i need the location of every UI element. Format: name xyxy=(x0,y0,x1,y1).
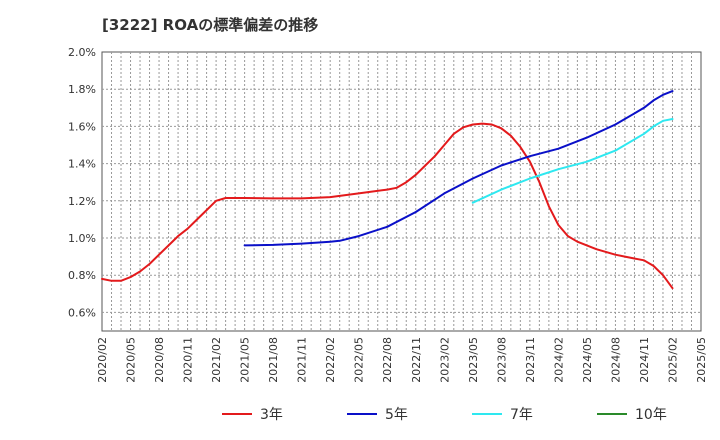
legend: 3年 5年 7年 10年 xyxy=(222,407,667,423)
x-tick-label: 2023/11 xyxy=(524,337,537,383)
x-tick-label: 2020/08 xyxy=(153,337,166,383)
x-tick-label: 2022/11 xyxy=(410,337,423,383)
x-tick-label: 2021/02 xyxy=(210,337,223,383)
x-tick-label: 2020/11 xyxy=(182,337,195,383)
legend-label: 5年 xyxy=(385,407,408,423)
x-tick-label: 2022/05 xyxy=(353,337,366,383)
x-tick-label: 2022/02 xyxy=(324,337,337,383)
series-line-3年 xyxy=(101,122,674,290)
x-tick-label: 2024/02 xyxy=(552,337,565,383)
x-tick-label: 2024/05 xyxy=(581,337,594,383)
series-line-7年 xyxy=(471,118,674,204)
x-tick-label: 2021/08 xyxy=(267,337,280,383)
x-tick-label: 2025/05 xyxy=(695,337,708,383)
x-tick-label: 2020/02 xyxy=(96,337,109,383)
y-axis-ticks: 0.6% 0.8% 1.0% 1.2% 1.4% 1.6% 1.8% 2.0% xyxy=(68,46,96,319)
y-tick-label: 0.8% xyxy=(68,269,96,282)
legend-label: 7年 xyxy=(510,407,533,423)
plot-area xyxy=(101,51,702,332)
x-tick-label: 2025/02 xyxy=(666,337,679,383)
x-tick-label: 2024/11 xyxy=(638,337,651,383)
x-tick-label: 2020/05 xyxy=(125,337,138,383)
x-tick-label: 2022/08 xyxy=(381,337,394,383)
y-tick-label: 1.8% xyxy=(68,83,96,96)
x-tick-label: 2023/05 xyxy=(467,337,480,383)
series xyxy=(101,90,674,290)
chart-title: [3222] ROAの標準偏差の推移 xyxy=(102,16,319,34)
legend-label: 10年 xyxy=(635,407,667,423)
x-tick-label: 2021/11 xyxy=(296,337,309,383)
x-tick-label: 2021/05 xyxy=(239,337,252,383)
grid xyxy=(102,52,701,331)
legend-label: 3年 xyxy=(260,407,283,423)
y-tick-label: 1.6% xyxy=(68,120,96,133)
y-tick-label: 2.0% xyxy=(68,46,96,59)
x-tick-label: 2023/02 xyxy=(438,337,451,383)
x-tick-label: 2023/08 xyxy=(495,337,508,383)
y-tick-label: 1.2% xyxy=(68,195,96,208)
y-tick-label: 0.6% xyxy=(68,306,96,319)
y-tick-label: 1.4% xyxy=(68,158,96,171)
series-line-5年 xyxy=(243,90,674,247)
x-axis-ticks: 2020/02 2020/05 2020/08 2020/11 2021/02 2021/… xyxy=(96,337,708,383)
y-tick-label: 1.0% xyxy=(68,232,96,245)
x-tick-label: 2024/08 xyxy=(609,337,622,383)
